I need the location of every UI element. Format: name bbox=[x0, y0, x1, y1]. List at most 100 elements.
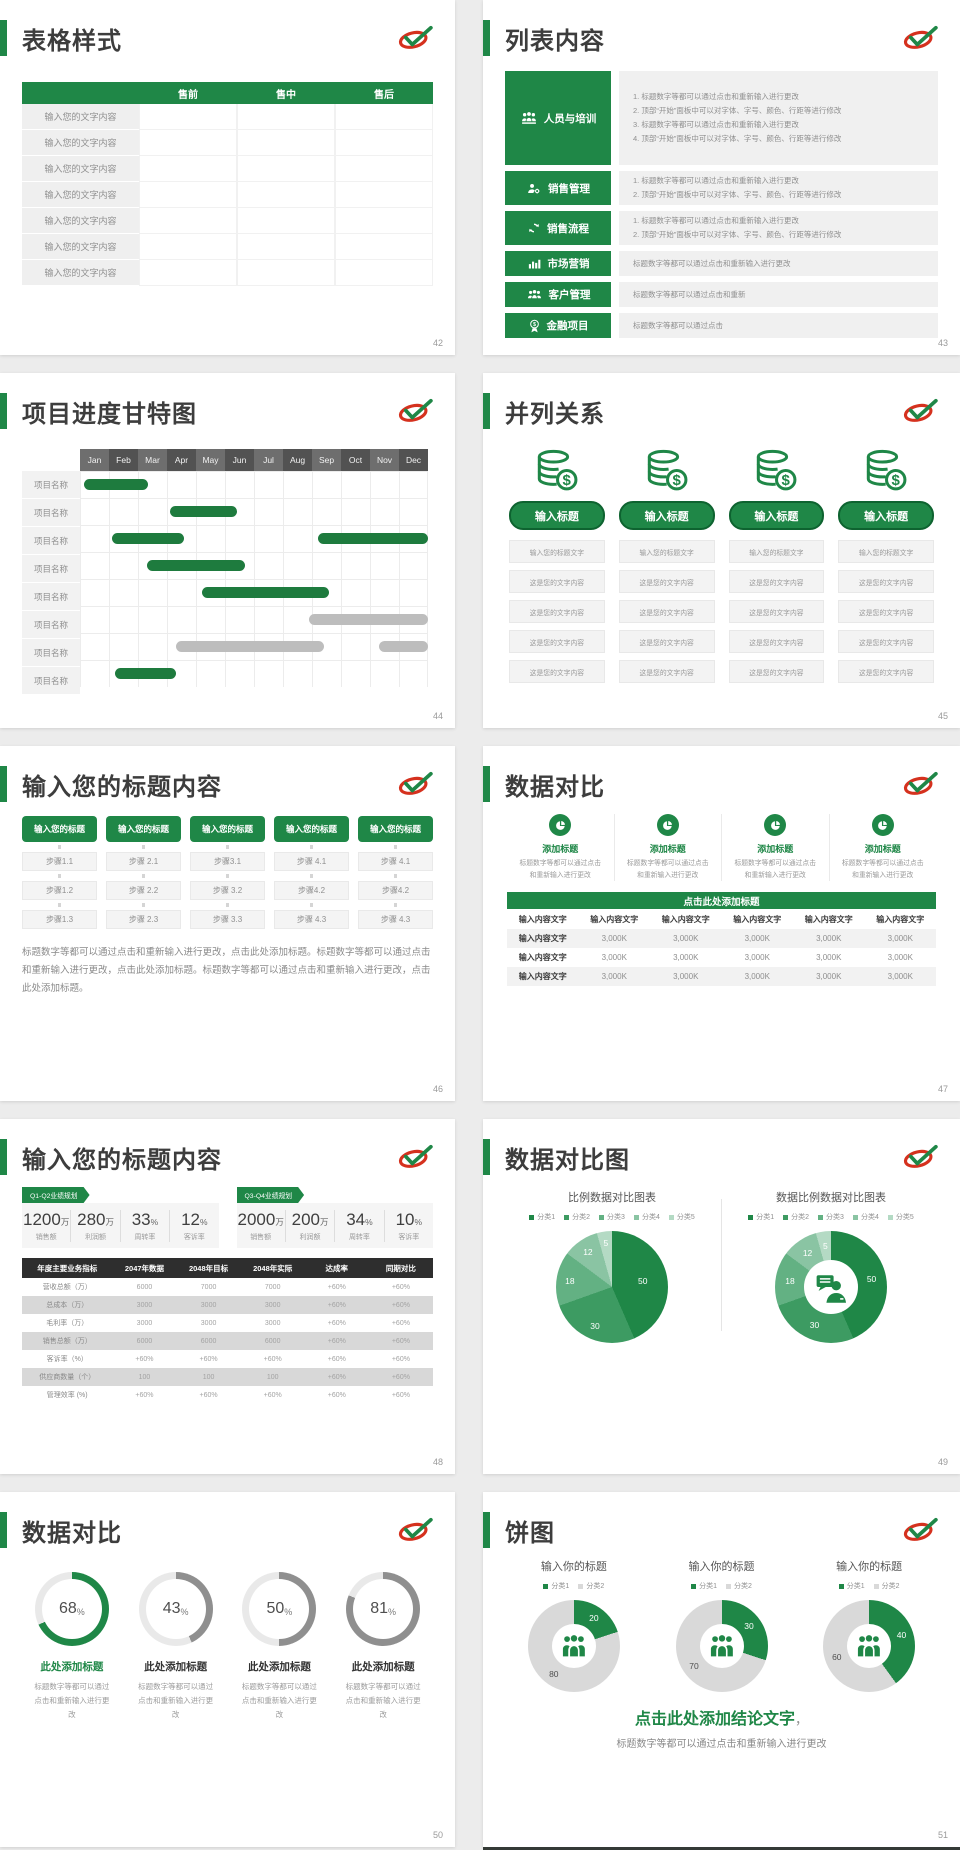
table-row: 输入内容文字 3,000K 3,000K 3,000K 3,000K 3,000K bbox=[507, 929, 936, 949]
parallel-column: $ 输入标题 输入您的标题文字 这是您的文字内容 这是您的文字内容 这是您的文字内容 这是您… bbox=[728, 447, 825, 690]
stat-label: 销售额 bbox=[35, 1234, 57, 1241]
stat-label: 周转率 bbox=[348, 1234, 370, 1241]
table-cell bbox=[139, 130, 237, 156]
gauge-desc: 标题数字等都可以通过点击和重新输入进行更改 bbox=[241, 1682, 317, 1719]
slide-51-pie-charts[interactable]: 饼图 输入你的标题 分类1 分类2 20 80 输入你的标题 分类1 分类2 30 70 输入你的标… bbox=[483, 1492, 960, 1847]
gantt-bar bbox=[175, 641, 324, 652]
feature-title: 添加标题 bbox=[542, 844, 579, 854]
legend-swatch-icon bbox=[543, 1583, 549, 1589]
table-row-label: 输入您的文字内容 bbox=[22, 234, 139, 260]
table-header-cell: 售中 bbox=[237, 82, 335, 104]
ribbon-tag: Q1-Q2业绩规划 bbox=[22, 1187, 90, 1203]
table-cell: 毛利率（万） bbox=[46, 1320, 89, 1327]
step-column-header: 输入您的标题 bbox=[274, 816, 349, 842]
brand-check-logo-icon bbox=[902, 771, 940, 797]
slide-50-gauges[interactable]: 数据对比 68% 此处添加标题 标题数字等都可以通过点击和重新输入进行更改 43% 此处… bbox=[0, 1492, 455, 1847]
chart-legend: 分类1 分类2 分类3 分类4 分类5 bbox=[503, 1212, 721, 1222]
table-row-label: 输入您的文字内容 bbox=[22, 130, 139, 156]
gantt-row-label: 项目名称 bbox=[22, 555, 80, 583]
stat-suffix: 万 bbox=[60, 1217, 70, 1227]
mini-donut-panel: 输入你的标题 分类1 分类2 20 80 bbox=[505, 1556, 643, 1692]
table-row: 输入内容文字 3,000K 3,000K 3,000K 3,000K 3,000K bbox=[507, 967, 936, 987]
chart-title: 数据比例数据对比图表 bbox=[776, 1192, 886, 1204]
list-item-line: 4. 顶部“开始”面板中可以对字体、字号、颜色、行距等进行修改 bbox=[633, 133, 842, 143]
step-box: 步骤 4.1 bbox=[274, 852, 349, 871]
slide-49-compare-charts[interactable]: 数据对比图 比例数据对比图表 分类1 分类2 分类3 分类4 分类5 50 30 18 12 5… bbox=[483, 1119, 960, 1474]
legend-label: 分类1 bbox=[537, 1214, 556, 1221]
table-cell: 3,000K bbox=[744, 953, 770, 963]
gantt-row-label: 项目名称 bbox=[22, 583, 80, 611]
title-accent-bar bbox=[0, 1512, 7, 1548]
table-header-cell: 2048年实际 bbox=[253, 1263, 293, 1273]
legend-item: 分类3 bbox=[599, 1212, 625, 1222]
list-item: 市场营销 标题数字等都可以通过点击和重新输入进行更改 bbox=[505, 251, 938, 276]
svg-text:$: $ bbox=[892, 472, 901, 489]
text-row: 这是您的文字内容 bbox=[728, 630, 825, 653]
gauge-number: 68 bbox=[58, 1600, 77, 1617]
conclusion-text: 点击此处添加结论文字， bbox=[483, 1705, 960, 1729]
svg-text:$: $ bbox=[782, 472, 791, 489]
legend-swatch-icon bbox=[691, 1583, 697, 1589]
kpi-value-row: 2000万 bbox=[237, 1210, 285, 1230]
list-item-line: 1. 标题数字等都可以通过点击和重新输入进行更改 bbox=[633, 176, 799, 186]
gauge-item: 68% 此处添加标题 标题数字等都可以通过点击和重新输入进行更改 bbox=[26, 1572, 118, 1722]
brand-check-logo-icon bbox=[902, 25, 940, 51]
vertical-divider bbox=[721, 1199, 722, 1331]
step-connector bbox=[226, 845, 229, 849]
donut-row: 输入你的标题 分类1 分类2 20 80 输入你的标题 分类1 分类2 30 70 输入你的标题 分类… bbox=[505, 1556, 938, 1692]
table-cell bbox=[237, 104, 335, 130]
stat-suffix: % bbox=[150, 1217, 159, 1227]
gantt-label-column: 项目名称 项目名称 项目名称 项目名称 项目名称 项目名称 项目名称 项目名称 bbox=[22, 449, 80, 695]
slide-title: 项目进度甘特图 bbox=[22, 400, 197, 428]
slide-43-list-content[interactable]: 列表内容 人员与培训 1. 标题数字等都可以通过点击和重新输入进行更改 2. 顶部“… bbox=[483, 0, 960, 355]
slide-45-parallel[interactable]: 并列关系 $ 输入标题 输入您的标题文字 这是您的文字内容 这是您的文字内容 这是您的文字… bbox=[483, 373, 960, 728]
table-cell bbox=[139, 104, 237, 130]
table-cell: 3,000K bbox=[816, 972, 842, 982]
title-accent-bar bbox=[483, 1139, 490, 1175]
slide-title: 列表内容 bbox=[505, 27, 605, 55]
list-item-text: 1. 标题数字等都可以通过点击和重新输入进行更改 2. 顶部“开始”面板中可以对字… bbox=[619, 171, 938, 205]
gantt-month-header: Jan Feb Mar Apr May Jun Jul Aug Sep Oct Nov Dec bbox=[80, 449, 428, 471]
table-header-cell: 输入内容文字 bbox=[661, 914, 710, 924]
slide-47-data-compare[interactable]: 数据对比 添加标题 标题数字等都可以通过点击和重新输入进行更改 添加标题 标题数字等都… bbox=[483, 746, 960, 1101]
table-header-cell bbox=[22, 82, 139, 104]
step-box: 步骤 2.2 bbox=[106, 881, 181, 900]
slide-46-steps[interactable]: 输入您的标题内容 输入您的标题 步骤1.1 步骤1.2 步骤1.3 输入您的标题 步骤 2… bbox=[0, 746, 455, 1101]
slide-48-kpi-table[interactable]: 输入您的标题内容 Q1-Q2业绩规划 1200万 销售额 280万 利润额 33% 周转率 1… bbox=[0, 1119, 455, 1474]
table-cell bbox=[139, 182, 237, 208]
person-chat-icon bbox=[775, 1231, 887, 1343]
table-header-cell: 年度主要业务指标 bbox=[37, 1263, 98, 1273]
title-accent-bar bbox=[0, 766, 7, 802]
title-accent-bar bbox=[0, 1139, 7, 1175]
donut-chart: 50 30 18 12 5 bbox=[775, 1231, 887, 1343]
table-header-cell: 输入内容文字 bbox=[876, 914, 925, 924]
legend-label: 分类3 bbox=[826, 1214, 844, 1221]
slide-44-gantt[interactable]: 项目进度甘特图 项目名称 项目名称 项目名称 项目名称 项目名称 项目名称 项目名称 项目名称… bbox=[0, 373, 455, 728]
legend-label: 分类5 bbox=[895, 1214, 914, 1221]
table-cell: +60% bbox=[391, 1373, 410, 1381]
legend-label: 分类4 bbox=[860, 1214, 879, 1221]
slide-row-2: 项目进度甘特图 项目名称 项目名称 项目名称 项目名称 项目名称 项目名称 项目名称 项目名称… bbox=[0, 373, 960, 728]
title-accent-bar bbox=[483, 766, 490, 802]
kpi-stat: 280万 利润额 bbox=[70, 1210, 119, 1242]
gauge-ring: 81% bbox=[346, 1572, 421, 1646]
slide-header: 数据对比图 bbox=[483, 1119, 960, 1175]
table-header-cell: 输入内容文字 bbox=[590, 914, 639, 924]
gauge-item: 50% 此处添加标题 标题数字等都可以通过点击和重新输入进行更改 bbox=[234, 1572, 326, 1722]
gantt-row-label: 项目名称 bbox=[22, 611, 80, 639]
gantt-row-label: 项目名称 bbox=[22, 527, 80, 555]
gantt-row-label: 项目名称 bbox=[22, 471, 80, 499]
legend-item: 分类5 bbox=[887, 1212, 914, 1222]
legend-swatch-icon bbox=[783, 1214, 789, 1220]
brand-check-logo-icon bbox=[902, 1517, 940, 1543]
chart-legend: 分类1 分类2 bbox=[505, 1581, 643, 1591]
slide-42-table-style[interactable]: 表格样式 售前 售中 售后 输入您的文字内容 输入您的文字内容 输入您的文字内容 输入您的文… bbox=[0, 0, 455, 355]
slide-title: 饼图 bbox=[505, 1519, 555, 1547]
legend-label: 分类3 bbox=[607, 1214, 625, 1221]
title-pill: 输入标题 bbox=[838, 501, 934, 530]
charts-area: 比例数据对比图表 分类1 分类2 分类3 分类4 分类5 50 30 18 12 5 数据比例数… bbox=[503, 1187, 940, 1343]
slide-body: $ 输入标题 输入您的标题文字 这是您的文字内容 这是您的文字内容 这是您的文字内容 这是您… bbox=[509, 447, 934, 690]
table-cell bbox=[335, 182, 433, 208]
stat-label: 客诉率 bbox=[183, 1234, 205, 1241]
legend-item: 分类2 bbox=[783, 1212, 809, 1222]
